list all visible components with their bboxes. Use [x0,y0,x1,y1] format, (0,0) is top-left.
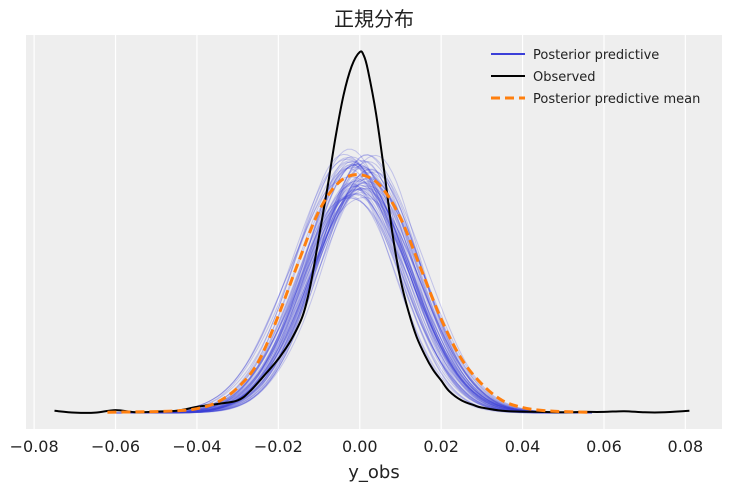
posterior-predictive-curve [115,169,592,414]
posterior-predictive-curve [115,188,592,414]
posterior-predictive-curve [115,168,592,414]
x-tick-label: 0.06 [586,437,622,456]
posterior-predictive-curve [115,171,592,414]
posterior-predictive-curve [115,192,592,414]
posterior-predictive-curve [115,179,592,414]
posterior-predictive-mean-line [107,173,592,414]
posterior-predictive-curve [115,184,592,414]
legend-label: Posterior predictive mean [533,92,700,107]
x-axis-label: y_obs [348,462,399,483]
legend: Posterior predictive Observed Posterior pr… [491,48,700,107]
posterior-predictive-curve [115,171,592,414]
x-axis-ticks: −0.08 −0.06 −0.04 −0.02 0.00 0.02 0.04 0.06 0.08 [10,437,704,456]
posterior-predictive-curve [115,196,592,414]
x-tick-label: 0.02 [423,437,459,456]
posterior-predictive-curve [115,182,592,414]
grid [33,35,686,429]
posterior-predictive-curve [115,181,592,414]
legend-label: Observed [533,70,596,85]
posterior-predictive-curve [115,175,592,414]
x-tick-label: 0.08 [668,437,704,456]
legend-label: Posterior predictive [533,48,659,63]
posterior-predictive-curve [115,185,592,414]
x-tick-label: −0.02 [254,437,303,456]
x-tick-label: 0.00 [342,437,378,456]
posterior-predictive-curve [115,188,592,414]
posterior-predictive-curve [115,165,592,414]
posterior-predictive-curve [115,154,592,414]
x-tick-label: −0.08 [10,437,59,456]
posterior-predictive-curve [115,185,592,414]
x-tick-label: −0.06 [91,437,140,456]
posterior-predictive-curve [115,160,592,414]
series-lines [54,50,690,414]
posterior-predictive-curve [115,165,592,414]
chart-title: 正規分布 [334,7,414,31]
x-tick-label: 0.04 [505,437,541,456]
posterior-predictive-curve [115,187,592,414]
posterior-predictive-curve [115,189,592,414]
posterior-predictive-curve [115,177,592,414]
posterior-predictive-curve [115,178,592,414]
x-tick-label: −0.04 [172,437,221,456]
posterior-predictive-curve [115,163,592,414]
